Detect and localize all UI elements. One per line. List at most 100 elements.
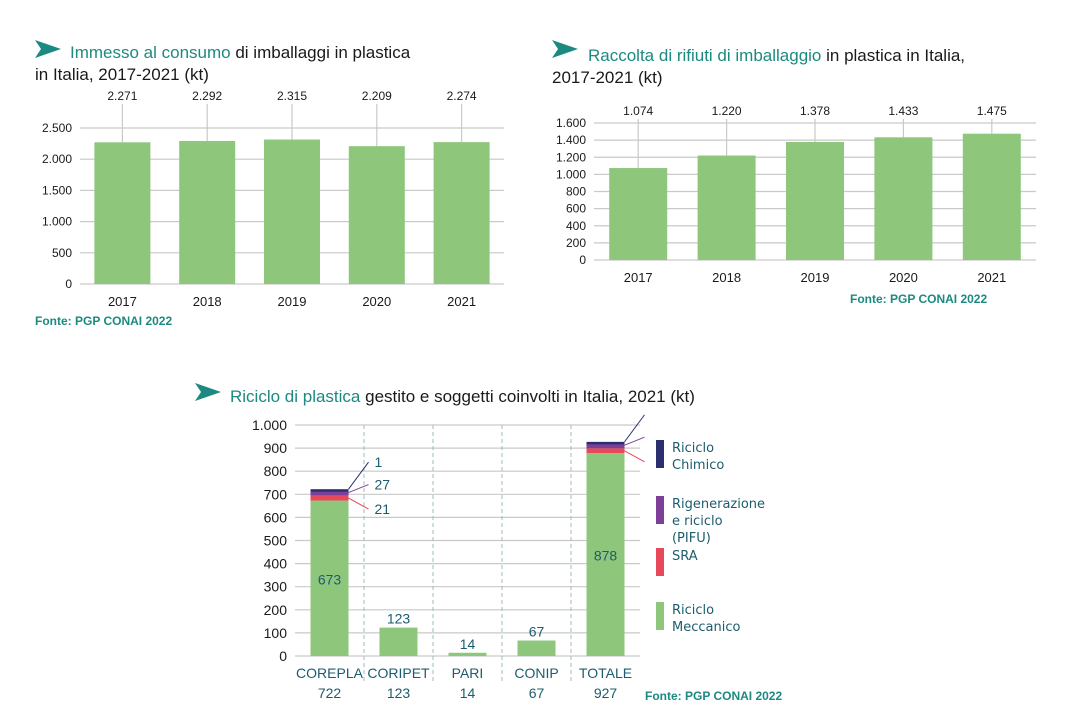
data-label: 878 — [594, 548, 618, 564]
y-tick-label: 800 — [264, 463, 288, 479]
chart-riciclo-plot: 0 100 200 300 400 500 600 700 800 900 1.000 673 1 27 2… — [252, 414, 645, 701]
data-label: 1.475 — [977, 104, 1007, 118]
bar-segment — [379, 627, 418, 656]
bar-segment — [448, 652, 487, 656]
arrow-icon — [35, 40, 61, 58]
legend-label: SRA — [672, 549, 698, 564]
x-tick-total: 67 — [529, 685, 545, 701]
arrow-icon — [195, 383, 221, 401]
bar-segment — [310, 489, 349, 496]
y-tick-label: 400 — [264, 556, 288, 572]
data-label: 1.220 — [712, 104, 742, 118]
y-tick-label: 500 — [264, 533, 288, 549]
y-tick-label: 200 — [566, 236, 586, 250]
data-label: 1.433 — [888, 104, 918, 118]
chart-title-highlight: Raccolta di rifiuti di imballaggio — [588, 46, 822, 65]
y-tick-label: 300 — [264, 579, 288, 595]
legend-label: Riciclo Chimico — [672, 441, 725, 473]
x-tick-label: TOTALE — [579, 665, 632, 681]
y-tick-label: 2.500 — [42, 121, 72, 135]
data-label: 673 — [318, 571, 342, 587]
x-tick-label: 2021 — [447, 294, 476, 309]
bar-segment — [586, 441, 625, 445]
callout-line — [624, 414, 645, 443]
x-tick-label: 2017 — [624, 270, 653, 285]
chart-title: Raccolta di rifiuti di imballaggio in pl… — [588, 45, 965, 67]
legend-label: Riciclo Meccanico — [672, 603, 741, 635]
x-tick-label: 2020 — [889, 270, 918, 285]
callout-line — [348, 497, 369, 510]
x-tick-label: 2020 — [362, 294, 391, 309]
y-tick-label: 1.400 — [556, 133, 586, 147]
y-tick-label: 1.600 — [556, 116, 586, 130]
x-tick-total: 123 — [387, 685, 411, 701]
y-tick-label: 1.000 — [42, 215, 72, 229]
chart-immesso-plot: 0 500 1.000 1.500 2.000 2.500 2.271 2017 2.292 20… — [42, 89, 504, 309]
data-label: 14 — [460, 636, 476, 652]
bar — [433, 142, 490, 284]
x-tick-label: 2018 — [193, 294, 222, 309]
data-label: 1.074 — [623, 104, 653, 118]
callout-line — [348, 461, 369, 490]
bar — [874, 137, 933, 260]
bar-segment — [310, 500, 349, 656]
data-label: 27 — [375, 477, 391, 493]
y-tick-label: 700 — [264, 486, 288, 502]
legend-swatch — [656, 440, 664, 468]
x-tick-label: CORIPET — [367, 665, 430, 681]
chart-title-rest: di imballaggi in plastica — [230, 43, 411, 62]
legend-item: Riciclo Meccanico — [656, 602, 740, 636]
bar-segment — [517, 640, 556, 656]
bar-segment — [310, 489, 349, 492]
x-tick-total: 14 — [460, 685, 476, 701]
bar — [962, 133, 1021, 260]
data-label: 2.209 — [362, 89, 392, 103]
x-tick-label: 2019 — [278, 294, 307, 309]
x-tick-label: 2018 — [712, 270, 741, 285]
x-tick-total: 722 — [318, 685, 342, 701]
legend-item: Riciclo Chimico — [656, 440, 724, 474]
arrow-icon — [552, 40, 578, 58]
bar — [786, 142, 844, 260]
chart-title-line2: in Italia, 2017-2021 (kt) — [35, 65, 209, 84]
chart-title: Riciclo di plastica gestito e soggetti c… — [230, 386, 695, 408]
legend-swatch — [656, 548, 664, 576]
data-label: 123 — [387, 611, 411, 627]
legend-swatch — [656, 602, 664, 630]
y-tick-label: 0 — [65, 277, 72, 291]
chart-title-rest: in plastica in Italia, — [821, 46, 966, 65]
bar — [179, 140, 236, 284]
callout-line — [624, 450, 645, 463]
y-tick-label: 2.000 — [42, 152, 72, 166]
x-tick-label: 2021 — [977, 270, 1006, 285]
bar — [264, 139, 320, 284]
x-tick-label: PARI — [452, 665, 484, 681]
data-label: 67 — [529, 624, 545, 640]
x-tick-total: 927 — [594, 685, 618, 701]
y-tick-label: 1.000 — [556, 167, 586, 181]
data-label: 2.292 — [192, 89, 222, 103]
data-label: 1.378 — [800, 104, 830, 118]
y-tick-label: 1.200 — [556, 150, 586, 164]
chart-source: Fonte: PGP CONAI 2022 — [645, 689, 783, 703]
y-tick-label: 100 — [264, 625, 288, 641]
bar — [609, 168, 668, 260]
chart-title: Immesso al consumo di imballaggi in plas… — [70, 42, 410, 64]
y-tick-label: 600 — [566, 202, 586, 216]
chart-title-highlight: Riciclo di plastica — [230, 387, 361, 406]
chart-title-line2: 2017-2021 (kt) — [552, 68, 663, 87]
y-tick-label: 0 — [579, 253, 586, 267]
data-label: 21 — [375, 501, 391, 517]
legend-label: Rigenerazione e riciclo (PIFU) — [671, 497, 766, 546]
callout-line — [348, 484, 369, 494]
bar — [348, 146, 405, 284]
chart-raccolta-plot: 0 200 400 600 800 1.000 1.200 1.400 1.600 1.074 20… — [556, 104, 1036, 285]
y-tick-label: 800 — [566, 185, 586, 199]
bar-segment — [586, 453, 625, 656]
bar-segment — [310, 495, 349, 501]
x-tick-label: COREPLA — [296, 665, 364, 681]
data-label: 2.274 — [447, 89, 477, 103]
y-tick-label: 600 — [264, 509, 288, 525]
data-label: 1 — [375, 454, 383, 470]
legend-item: Rigenerazione e riciclo (PIFU) — [656, 496, 765, 547]
